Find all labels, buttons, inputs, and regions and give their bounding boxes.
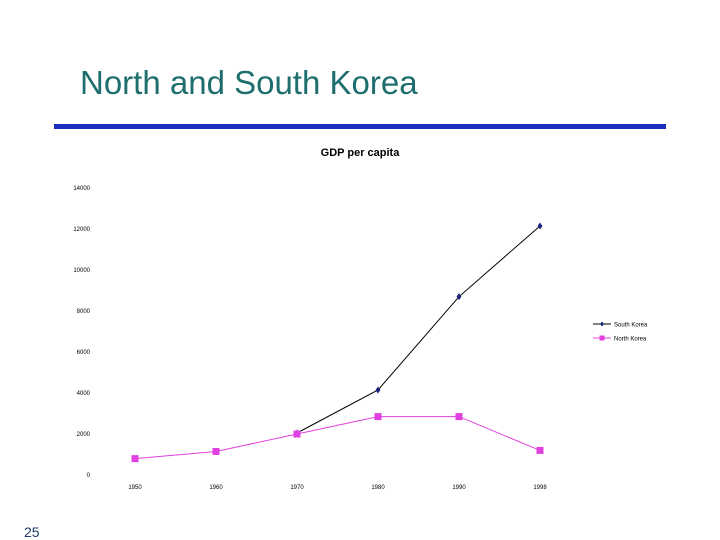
x-tick-label: 1950	[128, 485, 142, 491]
y-tick-label: 12000	[73, 227, 90, 233]
data-point-diamond	[537, 222, 543, 230]
y-axis-ticks: 0 2000 4000 6000 8000 10000 12000 14000	[73, 186, 90, 479]
y-tick-label: 0	[87, 473, 91, 479]
x-tick-label: 1970	[290, 485, 304, 491]
y-tick-label: 14000	[73, 186, 90, 192]
y-tick-label: 6000	[77, 350, 91, 356]
legend-marker	[599, 335, 605, 341]
data-point-square	[293, 430, 301, 438]
x-axis-ticks: 1950 1960 1970 1980 1990 1998	[128, 485, 547, 491]
legend: South Korea North Korea	[593, 321, 648, 343]
data-point-square	[374, 413, 382, 421]
series-line	[296, 225, 541, 434]
y-tick-label: 4000	[77, 391, 91, 397]
slide-title: North and South Korea	[80, 64, 418, 101]
x-tick-label: 1998	[533, 485, 547, 491]
data-point-square	[536, 446, 544, 454]
legend-marker	[600, 321, 604, 327]
series-layer	[131, 222, 544, 463]
data-point-diamond	[375, 386, 381, 394]
legend-label: South Korea	[614, 323, 648, 329]
chart-title: GDP per capita	[321, 147, 401, 159]
x-tick-label: 1960	[209, 485, 223, 491]
data-point-square	[455, 413, 463, 421]
data-point-diamond	[456, 293, 462, 301]
y-tick-label: 2000	[77, 432, 91, 438]
series-line	[134, 416, 541, 460]
data-point-square	[131, 455, 139, 463]
legend-label: North Korea	[614, 337, 647, 343]
data-point-square	[212, 447, 220, 455]
x-tick-label: 1980	[371, 485, 385, 491]
y-tick-label: 10000	[73, 268, 90, 274]
x-tick-label: 1990	[452, 485, 466, 491]
slide-number: 25	[24, 524, 40, 540]
y-tick-label: 8000	[77, 309, 91, 315]
title-rule	[54, 124, 666, 129]
